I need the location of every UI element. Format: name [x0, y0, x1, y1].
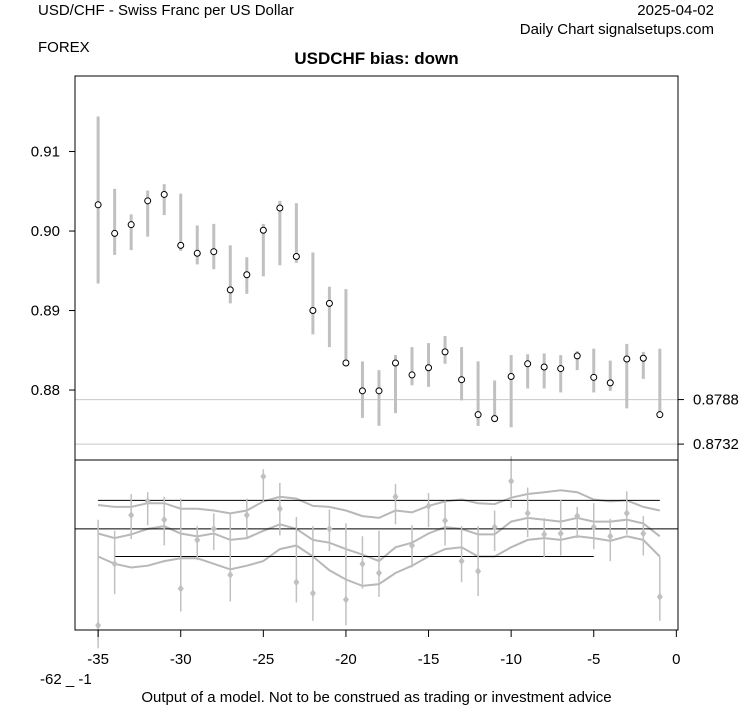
- osc-value-point: [128, 511, 135, 520]
- level-label-0: 0.8788: [693, 392, 739, 409]
- x-tick-label-3: -20: [335, 651, 357, 668]
- price-close-point: [111, 229, 119, 237]
- osc-value-point: [491, 523, 498, 532]
- price-close-point: [177, 241, 185, 249]
- price-close-point: [623, 355, 631, 363]
- price-panel: [75, 116, 678, 445]
- price-close-point: [639, 354, 647, 362]
- price-close-point: [441, 348, 449, 356]
- price-close-point: [391, 359, 399, 367]
- osc-value-point: [508, 477, 515, 486]
- osc-value-point: [475, 567, 482, 576]
- osc-value-point: [144, 497, 151, 506]
- osc-value-point: [342, 595, 349, 604]
- price-close-point: [325, 299, 333, 307]
- osc-value-point: [276, 504, 283, 513]
- price-close-point: [524, 360, 532, 368]
- osc-value-point: [227, 570, 234, 579]
- price-close-point: [557, 365, 565, 373]
- osc-value-point: [194, 535, 201, 544]
- x-tick-label-6: -5: [587, 651, 600, 668]
- price-close-point: [276, 204, 284, 212]
- price-close-point: [226, 286, 234, 294]
- x-tick-label-1: -30: [170, 651, 192, 668]
- chart-source: Daily Chart signalsetups.com: [519, 21, 714, 38]
- price-close-point: [474, 411, 482, 419]
- osc-value-point: [623, 509, 630, 518]
- price-close-point: [309, 307, 317, 315]
- price-y-tick-label-1: 0.89: [31, 303, 60, 320]
- oscillator-panel-frame: [74, 459, 679, 631]
- price-y-tick-label-3: 0.91: [31, 144, 60, 161]
- chart-category: FOREX: [38, 39, 90, 56]
- osc-value-point: [326, 524, 333, 533]
- price-close-point: [292, 252, 300, 260]
- price-close-point: [127, 221, 135, 229]
- osc-value-point: [95, 621, 102, 630]
- osc-value-point: [541, 530, 548, 539]
- osc-value-point: [656, 592, 663, 601]
- price-close-point: [210, 248, 218, 256]
- bias-title: USDCHF bias: down: [294, 49, 459, 68]
- osc-value-point: [260, 472, 267, 481]
- price-close-point: [425, 364, 433, 372]
- x-tick-label-0: -35: [87, 651, 109, 668]
- price-close-point: [606, 379, 614, 387]
- osc-value-point: [458, 557, 465, 566]
- range-note: -62 _ -1: [40, 671, 92, 688]
- x-tick-label-7: 0: [672, 651, 680, 668]
- price-close-point: [358, 387, 366, 395]
- osc-value-point: [309, 589, 316, 598]
- osc-value-point: [607, 532, 614, 541]
- osc-value-point: [111, 559, 118, 568]
- osc-value-point: [210, 524, 217, 533]
- level-label-1: 0.8732: [693, 436, 739, 453]
- band-upper-line: [97, 489, 661, 519]
- osc-value-point: [392, 492, 399, 501]
- osc-value-point: [293, 578, 300, 587]
- price-panel-frame: [74, 75, 679, 461]
- price-close-point: [243, 271, 251, 279]
- disclaimer: Output of a model. Not to be construed a…: [141, 689, 612, 706]
- osc-value-point: [574, 512, 581, 521]
- osc-value-point: [524, 509, 531, 518]
- price-close-point: [540, 363, 548, 371]
- osc-value-point: [640, 529, 647, 538]
- oscillator-panel: [75, 456, 678, 649]
- chart-date: 2025-04-02: [637, 2, 714, 19]
- price-close-point: [507, 373, 515, 381]
- price-close-point: [408, 371, 416, 379]
- price-close-point: [144, 197, 152, 205]
- osc-value-point: [375, 569, 382, 578]
- price-close-point: [573, 352, 581, 360]
- price-y-tick-label-0: 0.88: [31, 382, 60, 399]
- x-tick-label-2: -25: [252, 651, 274, 668]
- price-close-point: [342, 359, 350, 367]
- osc-value-point: [557, 529, 564, 538]
- axes: 0.8788 0.8732 0.88 0.89 0.90 0.91 -35 -30 -25 -20…: [31, 75, 739, 668]
- price-close-point: [160, 190, 168, 198]
- osc-value-point: [243, 511, 250, 520]
- chart-title: USD/CHF - Swiss Franc per US Dollar: [38, 2, 294, 19]
- osc-value-point: [359, 559, 366, 568]
- osc-value-point: [161, 515, 168, 524]
- osc-value-point: [425, 501, 432, 510]
- price-close-point: [259, 226, 267, 234]
- price-close-point: [193, 249, 201, 257]
- price-close-point: [458, 376, 466, 384]
- osc-value-point: [442, 516, 449, 525]
- price-close-point: [94, 201, 102, 209]
- x-tick-label-5: -10: [500, 651, 522, 668]
- osc-value-point: [409, 541, 416, 550]
- price-y-tick-label-2: 0.90: [31, 223, 60, 240]
- price-close-point: [590, 373, 598, 381]
- osc-value-point: [590, 523, 597, 532]
- price-close-point: [656, 411, 664, 419]
- price-close-point: [375, 387, 383, 395]
- osc-value-point: [177, 584, 184, 593]
- price-close-point: [491, 415, 499, 423]
- x-tick-label-4: -15: [418, 651, 440, 668]
